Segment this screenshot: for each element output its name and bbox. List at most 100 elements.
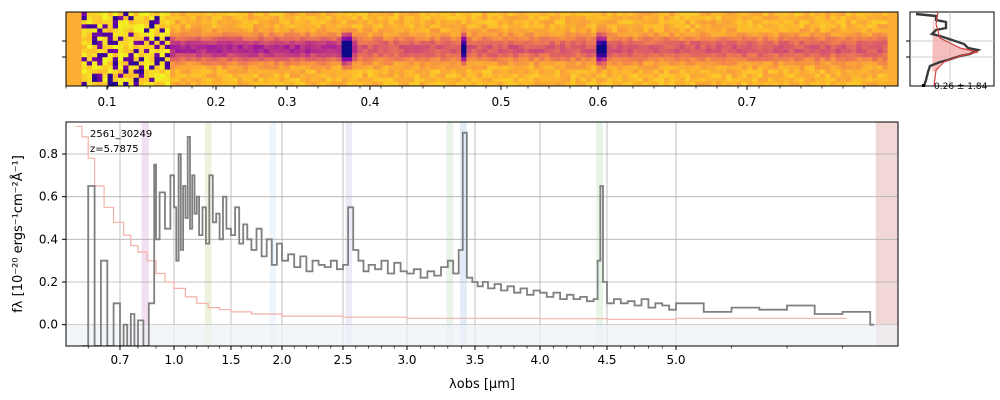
heatmap-cell: [170, 28, 176, 33]
heatmap-cell: [383, 65, 389, 70]
heatmap-cell: [528, 36, 535, 42]
heatmap-cell: [736, 28, 743, 33]
heatmap-cell: [736, 32, 743, 38]
heatmap-cell: [664, 12, 670, 17]
heatmap-cell: [450, 16, 457, 21]
heatmap-cell: [378, 32, 384, 38]
heatmap-cell: [237, 28, 244, 33]
heatmap-cell: [710, 49, 717, 54]
heatmap-cell: [201, 77, 207, 83]
heatmap-cell: [788, 49, 795, 54]
spectrum-2d-frame: [65, 11, 899, 87]
heatmap-cell: [820, 40, 826, 46]
heatmap-cell: [362, 65, 368, 70]
heatmap-cell: [279, 49, 285, 54]
heatmap-cell: [825, 73, 831, 79]
heatmap-cell: [222, 36, 228, 42]
heatmap-cell: [388, 36, 394, 42]
heatmap-cell: [398, 73, 405, 79]
heatmap-cell: [492, 73, 498, 79]
heatmap-cell: [627, 32, 634, 38]
heatmap-cell: [716, 61, 722, 66]
heatmap-cell: [86, 61, 93, 66]
heatmap-cell: [887, 12, 894, 17]
heatmap-cell: [211, 20, 218, 25]
heatmap-cell: [404, 32, 410, 38]
heatmap-cell: [679, 28, 686, 33]
heatmap-cell: [872, 16, 878, 21]
heatmap-cell: [887, 53, 894, 58]
heatmap-cell: [440, 73, 446, 79]
heatmap-cell: [305, 24, 311, 29]
heatmap-cell: [326, 77, 332, 83]
heatmap-cell: [461, 36, 467, 42]
heatmap-cell: [419, 16, 426, 21]
heatmap-cell: [575, 16, 582, 21]
heatmap-cell: [284, 40, 290, 46]
heatmap-cell: [138, 77, 145, 83]
heatmap-cell: [305, 28, 311, 33]
heatmap-cell: [456, 65, 462, 70]
heatmap-cell: [887, 44, 894, 50]
heatmap-cell: [190, 32, 197, 38]
heatmap-cell: [118, 61, 124, 66]
heatmap-cell: [861, 24, 868, 29]
heatmap-cell: [669, 69, 675, 75]
heatmap-cell: [180, 77, 186, 83]
heatmap-cell: [289, 28, 296, 33]
heatmap-cell: [783, 57, 790, 62]
heatmap-cell: [253, 28, 259, 33]
heatmap-cell: [534, 53, 540, 58]
heatmap-cell: [664, 61, 670, 66]
heatmap-cell: [414, 57, 420, 62]
heatmap-cell: [107, 69, 114, 75]
heatmap-cell: [518, 69, 524, 75]
heatmap-cell: [346, 81, 353, 86]
spectrum-2d-x-tick-label: 0.5: [491, 95, 510, 109]
heatmap-cell: [820, 36, 826, 42]
heatmap-cell: [81, 57, 88, 62]
heatmap-cell: [81, 20, 88, 25]
heatmap-cell: [175, 36, 181, 42]
heatmap-cell: [814, 44, 821, 50]
heatmap-cell: [783, 69, 790, 75]
heatmap-cell: [419, 28, 426, 33]
heatmap-cell: [372, 57, 379, 62]
heatmap-cell: [294, 73, 301, 79]
heatmap-cell: [664, 16, 670, 21]
heatmap-cell: [825, 12, 831, 17]
heatmap-cell: [669, 57, 675, 62]
heatmap-cell: [492, 16, 498, 21]
heatmap-cell: [700, 73, 706, 79]
heatmap-cell: [674, 24, 680, 29]
heatmap-cell: [554, 32, 561, 38]
heatmap-cell: [144, 49, 150, 54]
heatmap-cell: [66, 57, 72, 62]
heatmap-cell: [112, 81, 119, 86]
heatmap-cell: [768, 61, 774, 66]
heatmap-cell: [97, 49, 103, 54]
heatmap-cell: [840, 24, 847, 29]
heatmap-cell: [742, 24, 748, 29]
heatmap-cell: [866, 28, 873, 33]
heatmap-cell: [445, 57, 452, 62]
y-axis-tick-label: 0.2: [39, 275, 58, 289]
heatmap-cell: [575, 28, 582, 33]
heatmap-cell: [596, 24, 602, 29]
heatmap-cell: [804, 69, 810, 75]
heatmap-cell: [565, 32, 571, 38]
heatmap-cell: [825, 57, 831, 62]
heatmap-cell: [596, 65, 602, 70]
heatmap-cell: [513, 73, 519, 79]
heatmap-cell: [612, 20, 618, 25]
heatmap-cell: [591, 32, 597, 38]
heatmap-cell: [861, 12, 868, 17]
heatmap-cell: [612, 16, 618, 21]
heatmap-cell: [388, 40, 394, 46]
heatmap-cell: [404, 40, 410, 46]
heatmap-cell: [357, 24, 363, 29]
heatmap-cell: [570, 57, 576, 62]
heatmap-cell: [71, 44, 77, 50]
heatmap-cell: [310, 49, 316, 54]
heatmap-cell: [534, 40, 540, 46]
